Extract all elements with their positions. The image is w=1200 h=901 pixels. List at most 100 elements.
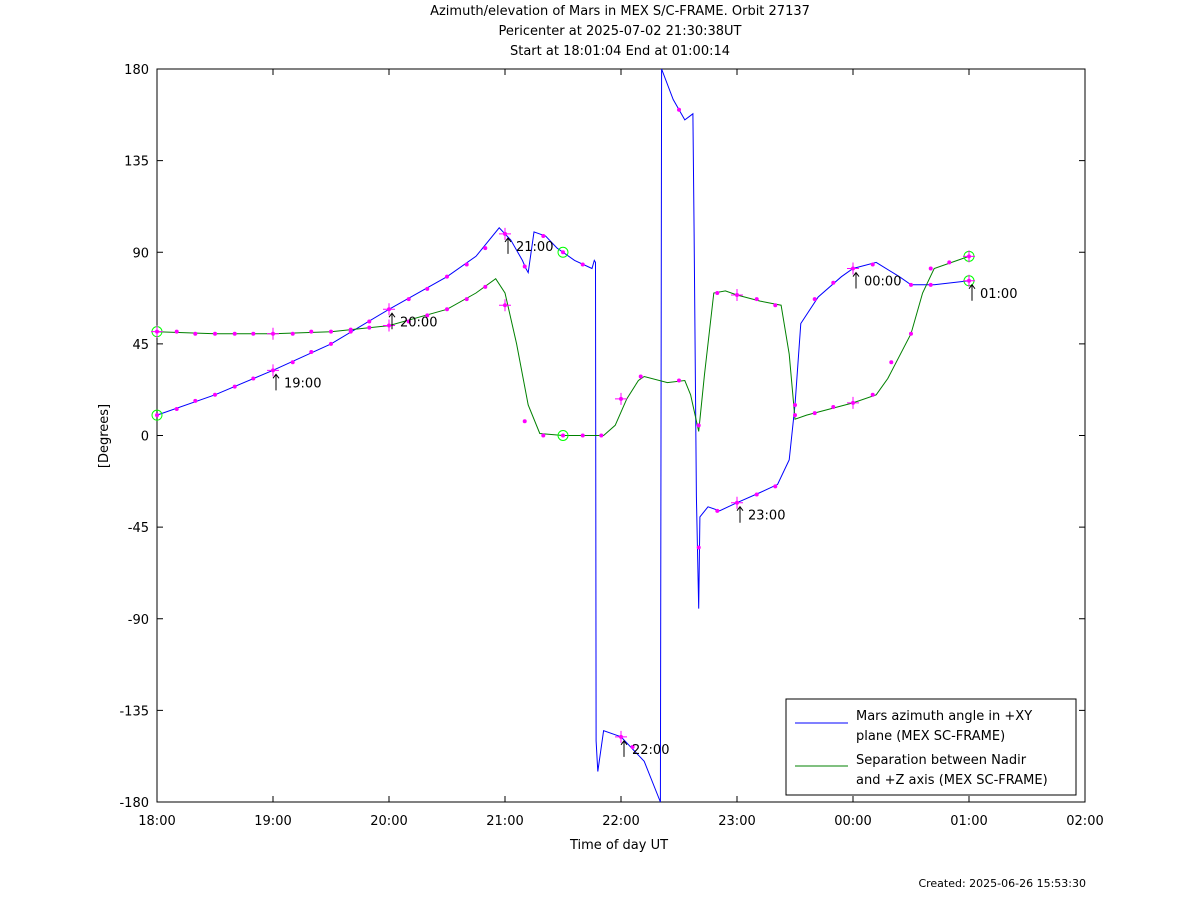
data-point-marker [464,262,469,267]
data-point-marker [367,319,372,324]
data-point-marker [677,107,681,112]
time-annotation-arrow [504,237,512,254]
time-annotation-label: 21:00 [516,240,553,255]
chart-title-line-3: Start at 18:01:04 End at 01:00:14 [509,44,731,59]
x-tick-label: 19:00 [254,814,291,829]
data-point-marker [715,508,720,513]
data-point-marker [522,419,527,424]
legend-label-azimuth-line-1: Mars azimuth angle in +XY [856,709,1032,724]
series-layer [151,68,975,803]
time-annotation-arrow [968,283,976,301]
data-point-marker [329,329,333,334]
data-point-marker [155,413,159,418]
data-point-marker [909,282,913,287]
data-point-marker [580,262,585,267]
data-point-marker [909,331,913,336]
x-tick-label: 21:00 [486,814,523,829]
data-point-marker [967,278,971,283]
data-point-marker [251,331,256,336]
legend-label-separation-line-2: and +Z axis (MEX SC-FRAME) [856,773,1048,788]
data-point-marker [445,274,449,279]
data-point-marker [271,368,275,373]
data-point-marker [793,402,797,407]
data-point-marker [715,290,720,295]
data-point-marker [174,329,179,334]
data-point-marker [406,297,411,302]
x-tick-label: 20:00 [370,814,407,829]
data-point-marker [638,374,643,379]
data-point-marker [213,331,217,336]
circle-marker [151,409,163,421]
time-annotation-arrow [620,740,628,757]
data-point-marker [851,266,855,271]
x-axis-label: Time of day UT [569,838,668,853]
x-tick-label: 00:00 [834,814,871,829]
data-point-marker [483,284,488,289]
data-point-marker [619,734,623,739]
time-annotation-label: 19:00 [284,376,321,391]
data-point-marker [193,331,198,336]
data-point-marker [155,329,159,334]
y-axis-label: [Degrees] [97,404,112,468]
data-point-marker [387,307,391,312]
legend: Mars azimuth angle in +XY plane (MEX SC-… [785,698,1077,796]
data-point-marker [947,260,952,265]
data-point-marker [561,250,565,255]
created-timestamp: Created: 2025-06-26 15:53:30 [918,877,1086,890]
y-tick-label: 45 [132,338,149,353]
data-point-marker [483,246,488,251]
data-point-marker [630,745,635,750]
x-tick-label: 22:00 [602,814,639,829]
data-point-marker [232,384,237,389]
y-tick-label: -180 [119,796,149,811]
data-point-marker [348,327,353,332]
data-point-marker [870,262,875,267]
data-point-marker [213,392,217,397]
time-annotation-arrow [272,373,280,391]
data-point-marker [503,303,507,308]
series-line-1 [156,255,970,436]
data-point-marker [851,400,855,405]
data-point-marker [754,297,759,302]
time-annotation-label: 00:00 [864,275,901,290]
data-point-marker [271,331,275,336]
legend-label-azimuth-line-2: plane (MEX SC-FRAME) [856,729,1005,744]
data-point-marker [464,297,469,302]
plot-frame [156,68,1086,803]
time-annotation-label: 22:00 [632,743,669,758]
time-annotation-arrow [736,505,744,523]
data-point-marker [445,307,449,312]
data-point-marker [290,331,295,336]
data-point-marker [309,329,314,334]
legend-label-separation-line-1: Separation between Nadir [856,753,1027,768]
x-tick-label: 23:00 [718,814,755,829]
data-point-marker [696,423,701,428]
data-point-marker [812,411,817,416]
time-annotation-label: 01:00 [980,287,1017,302]
data-point-marker [619,396,623,401]
y-tick-label: -90 [128,613,149,628]
series-line-0 [156,68,970,803]
data-point-marker [251,376,256,381]
y-tick-label: 0 [141,430,149,445]
data-point-marker [928,282,933,287]
data-point-marker [503,231,507,236]
y-tick-label: -135 [119,704,149,719]
data-point-marker [425,286,430,291]
data-point-marker [541,233,546,238]
y-tick-label: 90 [132,246,149,261]
data-point-marker [735,500,739,505]
x-tick-label: 02:00 [1066,814,1103,829]
x-tick-label: 18:00 [138,814,175,829]
data-point-marker [831,404,836,409]
data-point-marker [773,484,778,489]
data-point-marker [406,319,411,324]
data-point-marker [387,323,391,328]
data-point-marker [522,264,527,269]
data-point-marker [735,293,739,298]
data-point-marker [889,360,894,365]
data-point-marker [290,360,295,365]
data-point-marker [870,392,875,397]
data-point-marker [793,413,797,418]
data-point-marker [232,331,237,336]
